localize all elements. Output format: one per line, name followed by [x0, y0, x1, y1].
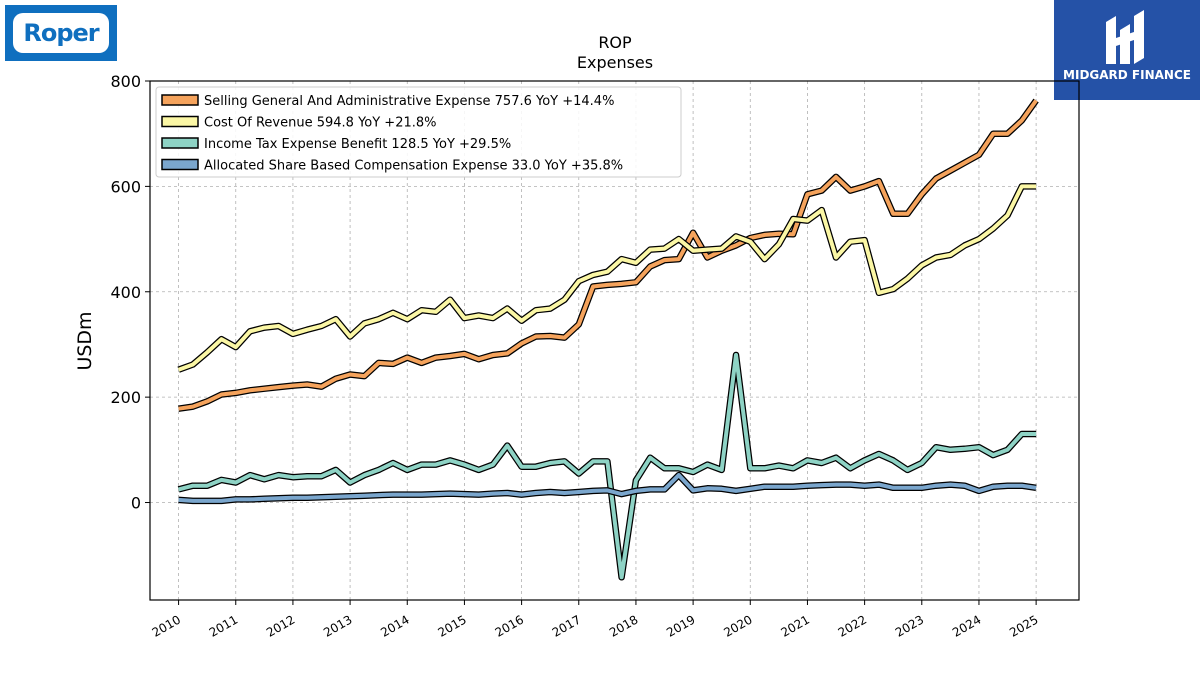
roper-logo-text: Roper	[23, 19, 99, 47]
x-tick-label: 2019	[664, 612, 697, 639]
legend-swatch	[161, 115, 199, 128]
legend-label: Income Tax Expense Benefit 128.5 YoY +29…	[204, 137, 511, 152]
y-tick-label: 0	[131, 494, 141, 513]
midgard-finance-logo: MIDGARD FINANCE	[1054, 0, 1200, 100]
legend-label: Cost Of Revenue 594.8 YoY +21.8%	[204, 116, 437, 131]
series-income-tax-expense-benefit	[177, 351, 1037, 581]
x-tick-label: 2011	[207, 612, 240, 639]
roper-logo: Roper	[5, 5, 117, 61]
x-tick-label: 2022	[836, 612, 869, 639]
roper-logo-badge	[13, 13, 109, 53]
x-tick-label: 2013	[321, 612, 354, 639]
series-line	[178, 473, 1037, 503]
x-tick-label: 2017	[550, 612, 583, 639]
x-tick-label: 2021	[778, 612, 811, 639]
x-tick-label: 2012	[264, 612, 297, 639]
series-selling-general-and-administrative-expense	[178, 98, 1039, 412]
series-layer	[177, 98, 1039, 581]
x-tick-label: 2023	[893, 612, 926, 639]
legend-swatch	[161, 158, 199, 171]
y-axis-label: USDm	[74, 311, 96, 370]
x-tick-label: 2010	[150, 612, 183, 639]
legend-swatch	[161, 94, 199, 106]
x-axis-ticks: 2010 2011 2012 2013 2014 2015 2016 2017 2018 2019…	[150, 600, 1041, 640]
x-tick-label: 2014	[378, 612, 411, 639]
x-tick-label: 2020	[721, 612, 754, 639]
midgard-mark-icon	[1106, 10, 1144, 64]
legend-box	[155, 86, 682, 178]
y-tick-label: 400	[110, 283, 141, 302]
midgard-logo-text: MIDGARD FINANCE	[1063, 68, 1191, 82]
x-tick-label: 2025	[1007, 612, 1040, 639]
legend-label: Selling General And Administrative Expen…	[204, 94, 614, 109]
plot-frame	[149, 80, 1080, 601]
x-tick-label: 2024	[950, 612, 983, 639]
y-tick-label: 600	[110, 177, 141, 196]
series-line	[178, 99, 1038, 411]
y-tick-label: 800	[110, 72, 141, 91]
series-line	[178, 353, 1037, 580]
series-cost-of-revenue	[177, 183, 1037, 373]
x-tick-label: 2015	[435, 612, 468, 639]
legend: Selling General And Administrative Expen…	[155, 86, 682, 178]
x-tick-label: 2018	[607, 612, 640, 639]
chart-title: ROP	[598, 33, 632, 52]
legend-swatch	[161, 137, 199, 149]
series-allocated-share-based-compensation-expense	[178, 471, 1037, 505]
x-tick-label: 2016	[493, 612, 526, 639]
y-axis-ticks: 0 200 400 600 800	[110, 72, 150, 513]
y-tick-label: 200	[110, 388, 141, 407]
series-line	[177, 184, 1037, 372]
chart-subtitle: Expenses	[577, 53, 653, 72]
legend-label: Allocated Share Based Compensation Expen…	[204, 159, 623, 174]
